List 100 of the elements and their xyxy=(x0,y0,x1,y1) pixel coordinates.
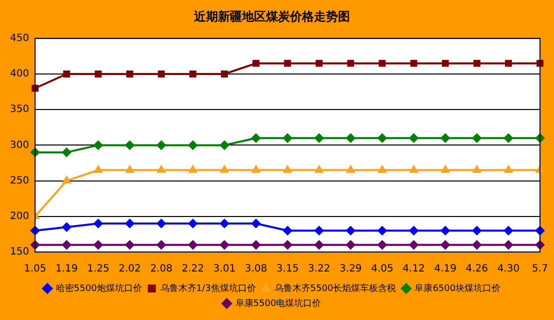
point xyxy=(220,166,228,173)
point xyxy=(378,226,387,236)
x-tick-label: 2.02 xyxy=(118,264,141,275)
point xyxy=(94,219,103,228)
x-tick-label: 3.08 xyxy=(244,264,268,275)
point xyxy=(94,140,103,150)
point xyxy=(284,166,292,173)
point xyxy=(504,134,513,143)
point xyxy=(473,60,480,67)
point xyxy=(252,166,260,173)
x-tick-label: 4.26 xyxy=(466,264,488,275)
x-tick-label: 2.08 xyxy=(150,264,172,275)
point xyxy=(314,240,324,250)
point xyxy=(347,60,354,67)
point xyxy=(346,240,356,250)
point xyxy=(188,219,198,228)
point xyxy=(62,176,71,184)
point xyxy=(251,219,260,228)
point xyxy=(472,166,481,173)
point xyxy=(283,226,292,236)
y-tick-label: 450 xyxy=(10,32,30,44)
point xyxy=(252,60,260,67)
point xyxy=(188,140,198,150)
x-tick-label: 5.7 xyxy=(532,264,548,275)
x-tick-label: 1.25 xyxy=(87,264,110,275)
point xyxy=(409,240,418,250)
x-tick-label: 4.30 xyxy=(497,264,520,275)
point xyxy=(536,60,544,67)
legend-label: 乌鲁木齐5500长焰煤车板含税 xyxy=(274,282,396,294)
y-tick-label: 200 xyxy=(10,210,30,222)
point xyxy=(440,134,450,143)
point xyxy=(125,240,134,250)
point xyxy=(472,226,482,236)
point xyxy=(536,226,544,236)
y-tick-label: 400 xyxy=(10,68,30,80)
point xyxy=(30,148,40,157)
point xyxy=(220,140,229,150)
point xyxy=(504,60,512,67)
y-tick-label: 250 xyxy=(10,175,30,186)
point xyxy=(125,219,134,228)
point xyxy=(314,226,324,236)
point xyxy=(409,226,418,236)
point xyxy=(346,134,356,143)
point xyxy=(346,226,356,236)
x-tick-label: 3.29 xyxy=(340,264,362,275)
point xyxy=(220,70,228,78)
point xyxy=(126,166,134,173)
point xyxy=(94,240,103,250)
point xyxy=(504,226,513,236)
point xyxy=(188,240,198,250)
point xyxy=(346,166,355,173)
point xyxy=(378,240,387,250)
point xyxy=(251,134,260,143)
point xyxy=(504,240,513,250)
legend-label: 哈密5500炮煤坑口价 xyxy=(56,282,142,294)
point xyxy=(251,240,260,250)
y-tick-label: 150 xyxy=(10,246,30,258)
point xyxy=(504,166,512,173)
point xyxy=(410,166,418,173)
point xyxy=(63,70,70,78)
x-tick-label: 4.05 xyxy=(371,264,394,275)
point xyxy=(378,166,386,173)
x-tick-label: 2.22 xyxy=(182,264,204,275)
point xyxy=(157,166,166,173)
point xyxy=(472,134,482,143)
point xyxy=(409,134,418,143)
point xyxy=(378,60,386,67)
point xyxy=(156,219,166,228)
y-tick-label: 300 xyxy=(10,140,30,151)
point xyxy=(62,222,72,232)
legend-label: 阜康5500电煤坑口价 xyxy=(235,298,322,309)
point xyxy=(378,134,387,143)
point xyxy=(283,134,292,143)
legend-label: 乌鲁木齐1/3焦煤坑口价 xyxy=(160,282,256,294)
point xyxy=(442,60,449,67)
point xyxy=(62,148,72,157)
point xyxy=(126,70,134,78)
y-tick-label: 350 xyxy=(10,104,30,116)
point xyxy=(283,240,292,250)
x-tick-label: 1.19 xyxy=(56,264,78,275)
x-tick-label: 4.12 xyxy=(402,264,425,275)
point xyxy=(410,60,418,67)
point xyxy=(125,140,134,150)
point xyxy=(94,166,102,173)
point xyxy=(62,240,72,250)
x-tick-label: 3.22 xyxy=(308,264,330,275)
point xyxy=(315,166,324,173)
point xyxy=(284,60,292,67)
point xyxy=(440,226,450,236)
point xyxy=(220,240,229,250)
point xyxy=(188,166,197,173)
point xyxy=(220,219,229,228)
point xyxy=(316,60,323,67)
x-tick-label: 3.01 xyxy=(213,264,236,275)
point xyxy=(440,240,450,250)
legend-label: 阜康6500块煤坑口价 xyxy=(414,282,501,294)
point xyxy=(189,70,196,78)
chart-title: 近期新疆地区煤炭价格走势图 xyxy=(193,9,350,24)
point xyxy=(158,70,165,78)
point xyxy=(94,70,102,78)
